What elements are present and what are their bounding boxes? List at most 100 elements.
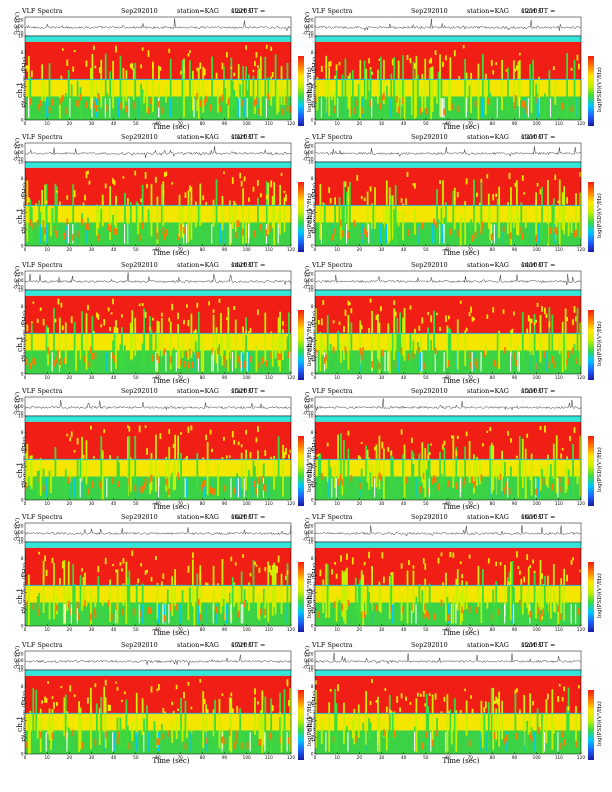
spectro-column — [368, 462, 370, 490]
spectro-lowband — [234, 736, 237, 744]
spectro-column — [507, 202, 509, 234]
spectro-lowband — [119, 102, 122, 110]
spectro-column — [563, 186, 566, 235]
y-tick-label: 2 — [311, 227, 314, 232]
spectro-speckle — [44, 555, 46, 562]
spectro-column — [566, 706, 568, 738]
spectro-column — [446, 596, 449, 607]
x-tick-label: 40 — [111, 755, 117, 760]
spectro-column — [388, 342, 391, 374]
spectro-column — [255, 345, 258, 372]
spectro-column — [81, 213, 83, 246]
spectro-lowband — [400, 347, 403, 354]
spectro-column — [172, 458, 175, 491]
spectro-lowband — [375, 604, 378, 612]
spectro-lowband — [113, 227, 116, 235]
x-tick-label: 60 — [155, 247, 161, 252]
spectro-column — [220, 313, 222, 356]
spectro-column — [125, 561, 128, 624]
spectro-speckle — [338, 61, 341, 66]
spectro-column — [156, 320, 159, 373]
spectro-gap — [135, 732, 137, 752]
y-tick-label: 8 — [311, 684, 314, 689]
spectro-speckle — [240, 444, 243, 448]
spectro-column — [56, 186, 58, 238]
spectro-lowband — [223, 613, 225, 621]
spectro-speckle — [470, 695, 472, 699]
spectro-column — [143, 718, 145, 735]
spectro-column — [112, 340, 114, 364]
spectro-lowband — [66, 218, 69, 226]
spectro-lowband — [203, 479, 206, 487]
spectro-lowband — [331, 234, 334, 241]
spectro-speckle — [535, 319, 537, 323]
x-tick-label: 70 — [177, 375, 183, 380]
panel-station: station=KAG — [467, 7, 509, 15]
spectro-column — [116, 717, 119, 741]
spectro-lowband — [567, 351, 570, 359]
x-tick-label: 100 — [533, 501, 541, 506]
spectro-lowband — [67, 476, 70, 484]
spectro-speckle — [329, 688, 332, 692]
spectro-speckle — [162, 190, 165, 195]
spectro-speckle — [27, 63, 30, 70]
spectro-gap — [124, 224, 126, 244]
spectro-speckle — [104, 557, 107, 565]
spectro-column — [189, 60, 191, 114]
spectro-column — [317, 455, 320, 487]
x-tick-label: 50 — [133, 755, 139, 760]
spectro-gap — [252, 478, 254, 498]
spectro-column — [552, 725, 555, 734]
spectro-lowband — [394, 361, 397, 369]
spectro-lowband — [340, 473, 342, 481]
spectro-column — [489, 445, 492, 482]
spectro-lowband — [112, 352, 114, 359]
spectro-column — [158, 321, 160, 356]
spectro-speckle — [394, 311, 397, 317]
y-tick-label: 10 — [308, 287, 314, 292]
spectro-lowband — [360, 353, 363, 360]
spectro-lowband — [378, 472, 381, 480]
spectro-speckle — [103, 319, 106, 326]
spectro-column — [53, 563, 55, 620]
waveform-tick-label: -0.20 — [13, 410, 24, 415]
spectro-speckle — [350, 308, 353, 314]
spectro-column — [529, 318, 532, 356]
spectro-line — [315, 712, 581, 715]
spectro-lowband — [209, 104, 212, 112]
x-tick-label: 90 — [512, 247, 518, 252]
waveform-tick-label: -0.20 — [13, 536, 24, 541]
spectro-gap — [212, 352, 214, 372]
spectro-column — [523, 695, 526, 747]
spectro-speckle — [532, 559, 535, 564]
spectro-lowband — [499, 473, 502, 481]
spectro-lowband — [197, 598, 200, 606]
spectro-column — [254, 466, 256, 481]
panel-date: Sep292010 — [411, 133, 448, 141]
spectro-lowband — [411, 603, 413, 611]
spectro-column — [369, 472, 372, 489]
spectro-lowband — [422, 611, 425, 619]
spectro-column — [156, 196, 159, 245]
spectro-column — [38, 470, 41, 499]
x-tick-label: 60 — [155, 501, 161, 506]
x-tick-label: 10 — [44, 121, 50, 126]
spectro-lowband — [504, 737, 506, 745]
panel-header: VLF Spectra Sep292010 station=KAG start … — [301, 512, 561, 522]
spectro-speckle — [548, 321, 551, 328]
spectro-lowband — [529, 611, 532, 618]
spectro-column — [449, 709, 452, 744]
spectro-lowband — [63, 357, 66, 365]
spectro-column — [481, 53, 484, 117]
spectro-gap — [415, 478, 417, 498]
spectro-lowband — [474, 358, 477, 365]
spectro-lowband — [81, 218, 83, 226]
spectro-speckle — [575, 316, 577, 322]
spectro-lowband — [436, 729, 438, 737]
spectro-speckle — [557, 200, 560, 204]
spectro-lowband — [152, 354, 154, 362]
spectro-lowband — [39, 731, 42, 739]
spectro-column — [501, 700, 503, 740]
x-axis-label: Time (sec) — [152, 503, 190, 511]
